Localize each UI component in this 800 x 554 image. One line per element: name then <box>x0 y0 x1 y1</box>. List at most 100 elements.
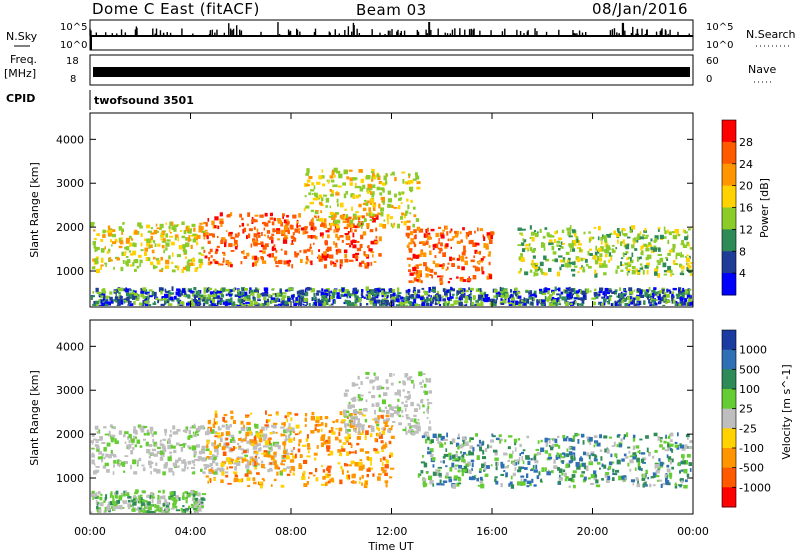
power-cell <box>332 184 336 188</box>
power-cell <box>662 294 666 298</box>
power-cell <box>188 238 192 242</box>
velocity-cell <box>159 456 164 461</box>
power-cell <box>619 287 621 291</box>
power-cell <box>177 268 179 271</box>
power-cell <box>560 291 564 295</box>
velocity-cell <box>212 423 216 429</box>
power-cell <box>259 214 264 218</box>
velocity-cell <box>253 436 257 441</box>
power-cell <box>381 302 386 305</box>
power-cell <box>228 293 232 297</box>
power-cell <box>223 253 226 256</box>
power-cell <box>140 292 145 298</box>
power-cell <box>633 237 637 242</box>
power-cell <box>562 259 566 263</box>
power-cell <box>313 302 317 305</box>
velocity-cell <box>425 438 428 444</box>
power-cell <box>271 221 275 226</box>
velocity-cell <box>588 461 593 466</box>
velocity-cell <box>98 429 101 434</box>
velocity-cell <box>479 442 482 447</box>
power-cell <box>646 262 650 265</box>
power-cell <box>147 304 152 306</box>
velocity-cell <box>267 469 271 473</box>
velocity-cell <box>164 432 167 436</box>
power-cell <box>594 272 598 278</box>
power-cell <box>614 289 618 293</box>
power-cell <box>572 273 576 277</box>
power-ytick-label: 3000 <box>56 177 84 190</box>
power-cell <box>189 262 194 266</box>
power-cell <box>199 264 202 269</box>
velocity-cell <box>221 471 225 476</box>
velocity-cell <box>187 445 190 448</box>
power-cell <box>314 192 318 197</box>
velocity-cell <box>345 436 350 442</box>
velocity-cell <box>272 425 277 429</box>
power-cell <box>197 299 201 304</box>
velocity-cell <box>365 376 369 380</box>
power-cell <box>418 228 424 233</box>
velocity-cell <box>683 469 688 474</box>
power-cell <box>622 297 627 302</box>
power-cell <box>630 259 634 264</box>
power-cell <box>528 292 530 295</box>
power-cell <box>270 297 276 300</box>
velocity-cell <box>253 459 256 462</box>
velocity-cell <box>103 510 107 513</box>
power-cell <box>639 236 644 240</box>
velocity-cell <box>187 466 189 470</box>
velocity-cell <box>267 419 271 422</box>
power-cell <box>298 301 303 305</box>
power-cell <box>115 296 119 300</box>
velocity-cell <box>197 492 201 497</box>
power-cell <box>429 303 433 306</box>
power-cell <box>439 248 443 252</box>
power-cell <box>422 242 426 246</box>
power-cell <box>672 287 677 291</box>
power-cell <box>191 298 193 301</box>
power-cell <box>484 294 488 298</box>
velocity-cell <box>353 416 358 421</box>
power-cell <box>333 300 336 304</box>
power-cell <box>268 294 272 297</box>
velocity-cell <box>230 458 234 462</box>
power-cell <box>307 235 312 239</box>
power-cell <box>446 297 450 300</box>
power-cell <box>376 186 381 191</box>
power-cell <box>662 304 666 306</box>
velocity-cell <box>94 470 99 473</box>
power-cell <box>367 200 370 204</box>
power-cell <box>686 241 690 246</box>
power-cell <box>165 222 167 225</box>
velocity-cell <box>260 484 263 489</box>
power-cell <box>318 197 321 200</box>
velocity-cell <box>377 419 380 424</box>
velocity-cell <box>164 502 170 505</box>
velocity-cell <box>169 495 174 498</box>
power-cell <box>355 257 358 262</box>
power-cell <box>335 233 338 238</box>
power-cell <box>652 247 657 252</box>
velocity-cell <box>478 470 482 473</box>
power-cell <box>361 289 364 293</box>
power-cell <box>239 291 242 295</box>
velocity-cell <box>253 462 255 467</box>
power-cell <box>309 243 312 247</box>
power-cell <box>185 265 189 269</box>
power-cell <box>268 253 271 258</box>
power-cell <box>254 302 259 305</box>
velocity-cell <box>170 507 175 510</box>
velocity-cell <box>361 425 365 431</box>
velocity-cell <box>171 445 176 449</box>
power-cell <box>640 252 643 255</box>
power-cell <box>556 240 561 244</box>
power-cell <box>153 256 156 260</box>
velocity-cell <box>596 462 601 465</box>
velocity-cell <box>440 483 445 486</box>
velocity-cell <box>459 444 464 449</box>
velocity-cell <box>327 468 331 473</box>
power-cell <box>228 232 233 237</box>
power-cell <box>331 216 336 220</box>
velocity-cell <box>655 475 660 478</box>
